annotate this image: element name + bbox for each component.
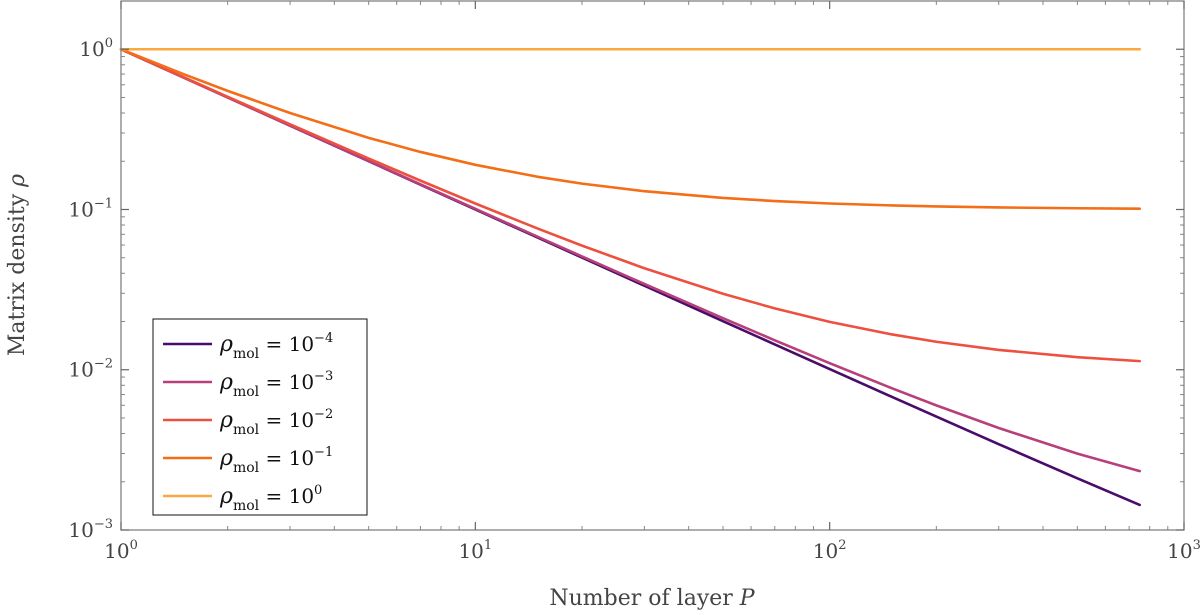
x-tick-exponent: 0 xyxy=(130,538,138,553)
x-tick-mantissa: 10 xyxy=(104,539,129,563)
series-line-2 xyxy=(119,47,1142,363)
legend-label-subscript: mol xyxy=(233,346,260,362)
legend-label-subscript: mol xyxy=(233,498,260,514)
legend-entry: ρmol = 100 xyxy=(163,483,322,514)
x-tick-mantissa: 10 xyxy=(1167,539,1192,563)
y-axis-title: Matrix density ρ xyxy=(5,174,30,356)
legend-entry: ρmol = 10−3 xyxy=(163,369,333,400)
legend-box xyxy=(152,318,368,516)
legend-label-symbol: ρ xyxy=(219,446,233,471)
legend-label: ρmol = 10−4 xyxy=(219,331,333,362)
y-tick-exponent: −1 xyxy=(94,196,113,211)
legend-label-equals: = 10 xyxy=(259,332,314,356)
y-tick-label: 10−1 xyxy=(68,196,113,221)
legend-label: ρmol = 10−2 xyxy=(219,407,333,438)
y-axis-title-text: Matrix density xyxy=(5,193,30,356)
legend-label: ρmol = 10−3 xyxy=(219,369,333,400)
legend-label-equals: = 10 xyxy=(259,408,314,432)
legend-label-equals: = 10 xyxy=(259,370,314,394)
legend-entry: ρmol = 10−1 xyxy=(163,445,333,476)
legend-label-subscript: mol xyxy=(233,422,260,438)
y-tick-exponent: −2 xyxy=(94,357,113,372)
x-tick-exponent: 2 xyxy=(838,538,846,553)
x-tick-label: 100 xyxy=(104,538,138,563)
legend-label-subscript: mol xyxy=(233,384,260,400)
y-tick-mantissa: 10 xyxy=(68,197,93,221)
series-line-3 xyxy=(119,47,1142,210)
y-tick-label: 10−3 xyxy=(68,517,113,542)
x-axis-title-var: P xyxy=(739,586,756,611)
legend-label: ρmol = 100 xyxy=(219,483,322,514)
x-tick-labels: 100 101 102 103 xyxy=(104,538,1200,563)
legend-label-subscript: mol xyxy=(233,460,260,476)
x-tick-exponent: 3 xyxy=(1193,538,1200,553)
y-tick-label: 100 xyxy=(79,36,113,61)
y-axis-title-var: ρ xyxy=(5,174,30,188)
x-tick-mantissa: 10 xyxy=(458,539,483,563)
y-tick-mantissa: 10 xyxy=(68,518,93,542)
legend-entry: ρmol = 10−4 xyxy=(163,331,333,362)
plot-frame xyxy=(120,0,1185,531)
minor-ticks xyxy=(121,1,1184,530)
x-axis-title: Number of layer P xyxy=(549,586,755,611)
legend-label-symbol: ρ xyxy=(219,332,233,357)
y-tick-exponent: −3 xyxy=(94,517,113,532)
y-tick-exponent: 0 xyxy=(105,36,113,51)
legend-entry: ρmol = 10−2 xyxy=(163,407,333,438)
x-tick-exponent: 1 xyxy=(484,538,492,553)
x-tick-label: 102 xyxy=(813,538,847,563)
legend-label-equals: = 10 xyxy=(259,484,314,508)
legend-label-symbol: ρ xyxy=(219,408,233,433)
x-axis-title-text: Number of layer xyxy=(549,586,733,611)
legend-label-equals: = 10 xyxy=(259,446,314,470)
x-tick-mantissa: 10 xyxy=(813,539,838,563)
y-tick-label: 10−2 xyxy=(68,357,113,382)
y-tick-mantissa: 10 xyxy=(79,37,104,61)
legend-label-exponent: 0 xyxy=(314,483,322,498)
major-ticks xyxy=(120,1,1185,531)
legend-label-symbol: ρ xyxy=(219,370,233,395)
legend-label-exponent: −1 xyxy=(314,445,333,460)
legend-label-exponent: −3 xyxy=(314,369,333,384)
legend-label-exponent: −4 xyxy=(314,331,333,346)
legend-label-symbol: ρ xyxy=(219,484,233,509)
x-tick-label: 103 xyxy=(1167,538,1200,563)
x-tick-label: 101 xyxy=(458,538,492,563)
legend-label-exponent: −2 xyxy=(314,407,333,422)
y-tick-mantissa: 10 xyxy=(68,358,93,382)
legend-label: ρmol = 10−1 xyxy=(219,445,333,476)
series-lines xyxy=(119,47,1142,507)
